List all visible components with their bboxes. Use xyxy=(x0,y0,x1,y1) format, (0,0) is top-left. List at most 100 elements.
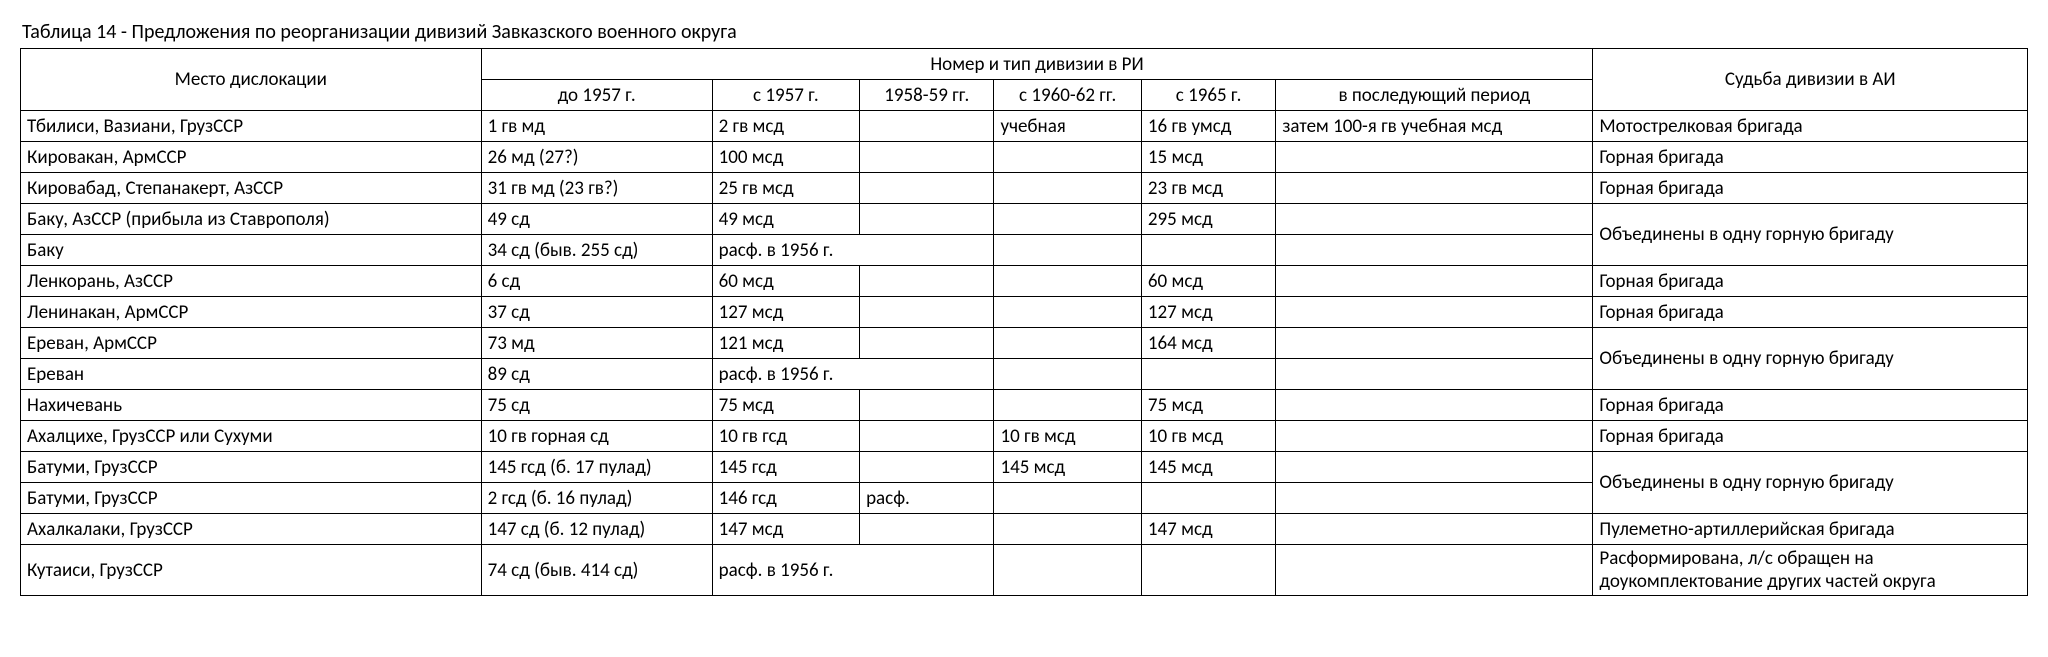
cell-p3 xyxy=(860,111,994,142)
cell-location: Ахалкалаки, ГрузССР xyxy=(21,514,482,545)
cell-location: Кировакан, АрмССР xyxy=(21,142,482,173)
cell-p5: 75 мсд xyxy=(1141,390,1275,421)
cell-p6 xyxy=(1276,142,1593,173)
cell-location: Батуми, ГрузССР xyxy=(21,452,482,483)
cell-fate: Пулеметно-артиллерийская бригада xyxy=(1593,514,2028,545)
header-p6: в последующий период xyxy=(1276,80,1593,111)
cell-p6 xyxy=(1276,545,1593,596)
divisions-table: Место дислокации Номер и тип дивизии в Р… xyxy=(20,48,2028,596)
cell-p2: 147 мсд xyxy=(712,514,859,545)
cell-p1: 26 мд (27?) xyxy=(481,142,712,173)
header-p1: до 1957 г. xyxy=(481,80,712,111)
cell-fate: Горная бригада xyxy=(1593,173,2028,204)
cell-p3 xyxy=(860,421,994,452)
cell-p6 xyxy=(1276,359,1593,390)
cell-p1: 147 сд (б. 12 пулад) xyxy=(481,514,712,545)
cell-p2: 145 гсд xyxy=(712,452,859,483)
cell-location: Ереван, АрмССР xyxy=(21,328,482,359)
table-row: Ленинакан, АрмССР 37 сд 127 мсд 127 мсд … xyxy=(21,297,2028,328)
cell-p3 xyxy=(860,142,994,173)
header-p2: с 1957 г. xyxy=(712,80,859,111)
cell-p1: 89 сд xyxy=(481,359,712,390)
cell-p4 xyxy=(994,545,1141,596)
cell-fate: Мотострелковая бригада xyxy=(1593,111,2028,142)
cell-p1: 31 гв мд (23 гв?) xyxy=(481,173,712,204)
cell-p5: 164 мсд xyxy=(1141,328,1275,359)
table-row: Ереван, АрмССР 73 мд 121 мсд 164 мсд Объ… xyxy=(21,328,2028,359)
cell-p5: 23 гв мсд xyxy=(1141,173,1275,204)
cell-p6 xyxy=(1276,204,1593,235)
cell-p3 xyxy=(860,514,994,545)
cell-p5 xyxy=(1141,359,1275,390)
cell-p2: 146 гсд xyxy=(712,483,859,514)
table-row: Нахичевань 75 сд 75 мсд 75 мсд Горная бр… xyxy=(21,390,2028,421)
cell-p2: 75 мсд xyxy=(712,390,859,421)
cell-p4 xyxy=(994,204,1141,235)
header-p3: 1958-59 гг. xyxy=(860,80,994,111)
cell-p5: 15 мсд xyxy=(1141,142,1275,173)
cell-p2: 10 гв гсд xyxy=(712,421,859,452)
cell-location: Ленкорань, АзССР xyxy=(21,266,482,297)
cell-p6 xyxy=(1276,421,1593,452)
table-row: Ленкорань, АзССР 6 сд 60 мсд 60 мсд Горн… xyxy=(21,266,2028,297)
cell-p6 xyxy=(1276,173,1593,204)
cell-p4 xyxy=(994,173,1141,204)
cell-location: Кутаиси, ГрузССР xyxy=(21,545,482,596)
cell-p5: 10 гв мсд xyxy=(1141,421,1275,452)
cell-p4 xyxy=(994,483,1141,514)
cell-location: Тбилиси, Вазиани, ГрузССР xyxy=(21,111,482,142)
cell-fate: Объединены в одну горную бригаду xyxy=(1593,452,2028,514)
cell-fate: Объединены в одну горную бригаду xyxy=(1593,204,2028,266)
header-p5: с 1965 г. xyxy=(1141,80,1275,111)
cell-p3 xyxy=(860,204,994,235)
cell-location: Баку, АзССР (прибыла из Ставрополя) xyxy=(21,204,482,235)
cell-p2: 49 мсд xyxy=(712,204,859,235)
cell-p6: затем 100-я гв учебная мсд xyxy=(1276,111,1593,142)
cell-p6 xyxy=(1276,266,1593,297)
cell-location: Баку xyxy=(21,235,482,266)
cell-p3: расф. xyxy=(860,483,994,514)
cell-location: Кировабад, Степанакерт, АзССР xyxy=(21,173,482,204)
cell-p6 xyxy=(1276,514,1593,545)
cell-p1: 34 сд (быв. 255 сд) xyxy=(481,235,712,266)
cell-fate: Горная бригада xyxy=(1593,421,2028,452)
cell-p5: 16 гв умсд xyxy=(1141,111,1275,142)
cell-p3 xyxy=(860,173,994,204)
cell-p1: 75 сд xyxy=(481,390,712,421)
cell-p1: 145 гсд (б. 17 пулад) xyxy=(481,452,712,483)
cell-p1: 73 мд xyxy=(481,328,712,359)
cell-p6 xyxy=(1276,390,1593,421)
cell-location: Батуми, ГрузССР xyxy=(21,483,482,514)
cell-p6 xyxy=(1276,452,1593,483)
cell-p4 xyxy=(994,390,1141,421)
table-row: Кировакан, АрмССР 26 мд (27?) 100 мсд 15… xyxy=(21,142,2028,173)
cell-p3 xyxy=(860,328,994,359)
cell-p4 xyxy=(994,235,1141,266)
cell-p4: 10 гв мсд xyxy=(994,421,1141,452)
cell-location: Ахалцихе, ГрузССР или Сухуми xyxy=(21,421,482,452)
cell-p1: 37 сд xyxy=(481,297,712,328)
cell-p1: 6 сд xyxy=(481,266,712,297)
cell-p2: 2 гв мсд xyxy=(712,111,859,142)
cell-p4 xyxy=(994,266,1141,297)
cell-fate: Объединены в одну горную бригаду xyxy=(1593,328,2028,390)
cell-p5 xyxy=(1141,235,1275,266)
cell-p6 xyxy=(1276,297,1593,328)
cell-p5 xyxy=(1141,483,1275,514)
cell-p2: расф. в 1956 г. xyxy=(712,545,994,596)
table-row: Баку, АзССР (прибыла из Ставрополя) 49 с… xyxy=(21,204,2028,235)
table-row: Батуми, ГрузССР 145 гсд (б. 17 пулад) 14… xyxy=(21,452,2028,483)
header-group: Номер и тип дивизии в РИ xyxy=(481,49,1593,80)
cell-p2: 127 мсд xyxy=(712,297,859,328)
cell-p4 xyxy=(994,359,1141,390)
cell-location: Ереван xyxy=(21,359,482,390)
header-row-1: Место дислокации Номер и тип дивизии в Р… xyxy=(21,49,2028,80)
cell-fate: Горная бригада xyxy=(1593,266,2028,297)
cell-p3 xyxy=(860,390,994,421)
cell-p2: расф. в 1956 г. xyxy=(712,235,994,266)
cell-location: Ленинакан, АрмССР xyxy=(21,297,482,328)
cell-p5: 127 мсд xyxy=(1141,297,1275,328)
cell-p5: 60 мсд xyxy=(1141,266,1275,297)
cell-p4 xyxy=(994,142,1141,173)
cell-p5: 147 мсд xyxy=(1141,514,1275,545)
